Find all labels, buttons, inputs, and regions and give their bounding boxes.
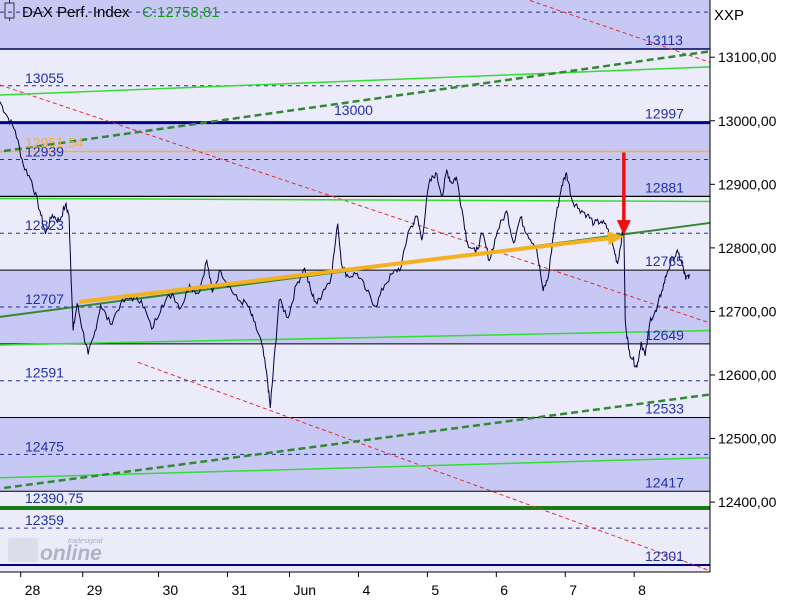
x-tick-label-2: 30 [163, 582, 179, 598]
dashed-level-label-6: 12475 [25, 438, 64, 454]
green-trend-line-2 [0, 329, 714, 346]
dark-green-trend-line-1 [0, 49, 714, 153]
price-band-7 [0, 491, 710, 572]
dashed-level-label-1: 13055 [25, 70, 64, 86]
watermark-sub: tradesignal [68, 538, 103, 545]
orange-level-label: 12951,54 [25, 135, 84, 151]
y-tick-label-2: 12900,00 [718, 176, 777, 192]
solid-level-label-0: 13113 [645, 32, 683, 48]
time-axis-panel [0, 572, 800, 600]
solid-level-label-7: 12301 [645, 548, 684, 564]
x-tick-label-0: 28 [25, 582, 41, 598]
orange-trend-arrow [79, 236, 609, 304]
price-axis-panel [710, 0, 800, 600]
symbol-label: XXP [714, 7, 744, 24]
solid-level-label-1: 12997 [645, 106, 684, 122]
watermark-brand: online [40, 542, 102, 565]
y-tick-label-5: 12600,00 [718, 367, 777, 383]
chart-title: DAX Perf. Index [22, 4, 130, 21]
tradesignal-online-watermark: online tradesignal [8, 538, 103, 565]
y-tick-label-0: 13100,00 [718, 49, 777, 65]
dashed-level-label-7: 12359 [25, 512, 64, 528]
green-trend-line-1 [0, 197, 714, 203]
dark-green-level-label: 12390,75 [25, 490, 84, 506]
y-tick-label-7: 12400,00 [718, 494, 777, 510]
red-trend-line-0 [527, 0, 714, 65]
solid-level-label-2: 12881 [645, 179, 684, 195]
y-tick-label-1: 13000,00 [718, 113, 777, 129]
orange-arrow-head [607, 231, 624, 246]
x-tick-label-6: 5 [431, 582, 439, 598]
red-arrow-head [616, 220, 631, 236]
dashed-level-label-5: 12591 [25, 365, 64, 381]
green-trend-line-3 [0, 456, 714, 479]
green-trend-line-0 [0, 65, 714, 96]
round-level-label: 13000 [334, 102, 373, 118]
y-tick-label-4: 12700,00 [718, 303, 777, 319]
price-band-0 [0, 0, 710, 49]
solid-level-label-5: 12533 [645, 401, 684, 417]
dax-price-line [0, 101, 690, 409]
dark-green-trend-line-2 [0, 392, 714, 490]
solid-level-label-3: 12765 [645, 253, 684, 269]
close-value: C:12758,81 [142, 4, 220, 21]
solid-level-label-6: 12417 [645, 474, 684, 490]
x-tick-label-1: 29 [87, 582, 103, 598]
x-tick-label-4: Jun [294, 582, 317, 598]
x-tick-label-3: 31 [231, 582, 247, 598]
solid-level-label-4: 12649 [645, 327, 684, 343]
x-tick-label-7: 6 [500, 582, 508, 598]
x-tick-label-5: 4 [362, 582, 370, 598]
x-tick-label-8: 7 [569, 582, 577, 598]
dashed-level-label-4: 12707 [25, 291, 64, 307]
dashed-level-label-3: 12823 [25, 217, 64, 233]
y-tick-label-3: 12800,00 [718, 240, 777, 256]
x-tick-label-9: 8 [638, 582, 646, 598]
dashed-level-label-2: 12939 [25, 144, 64, 160]
red-trend-line-1 [0, 84, 714, 325]
y-tick-label-6: 12500,00 [718, 431, 777, 447]
chart-header: DAX Perf. Index C:12758,81 XXP [4, 0, 744, 24]
